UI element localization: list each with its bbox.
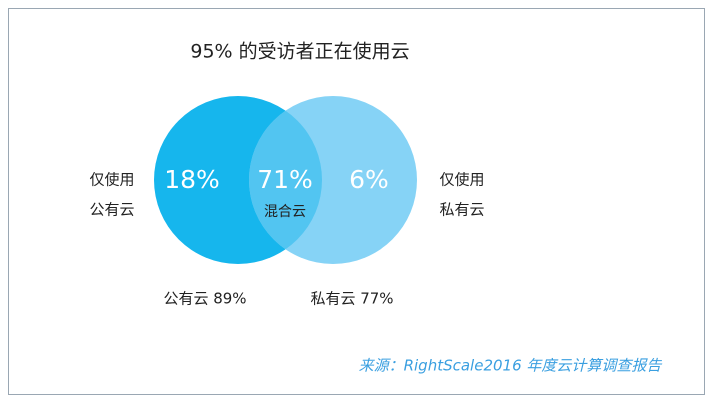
- overlap-value: 71%: [257, 165, 313, 194]
- overlap-region: [249, 96, 322, 264]
- source: 来源：RightScale2016 年度云计算调查报告: [359, 357, 663, 375]
- overlap-label: 混合云: [264, 204, 306, 220]
- left-label: 仅使用: [89, 171, 134, 189]
- title: 95% 的受访者正在使用云: [190, 41, 409, 63]
- right-label: 私有云: [439, 201, 484, 219]
- left-value: 18%: [164, 165, 220, 194]
- right-total: 私有云 77%: [310, 290, 393, 308]
- left-label: 公有云: [89, 201, 134, 219]
- right-label: 仅使用: [439, 171, 484, 189]
- left-total: 公有云 89%: [163, 290, 246, 308]
- right-value: 6%: [349, 165, 389, 194]
